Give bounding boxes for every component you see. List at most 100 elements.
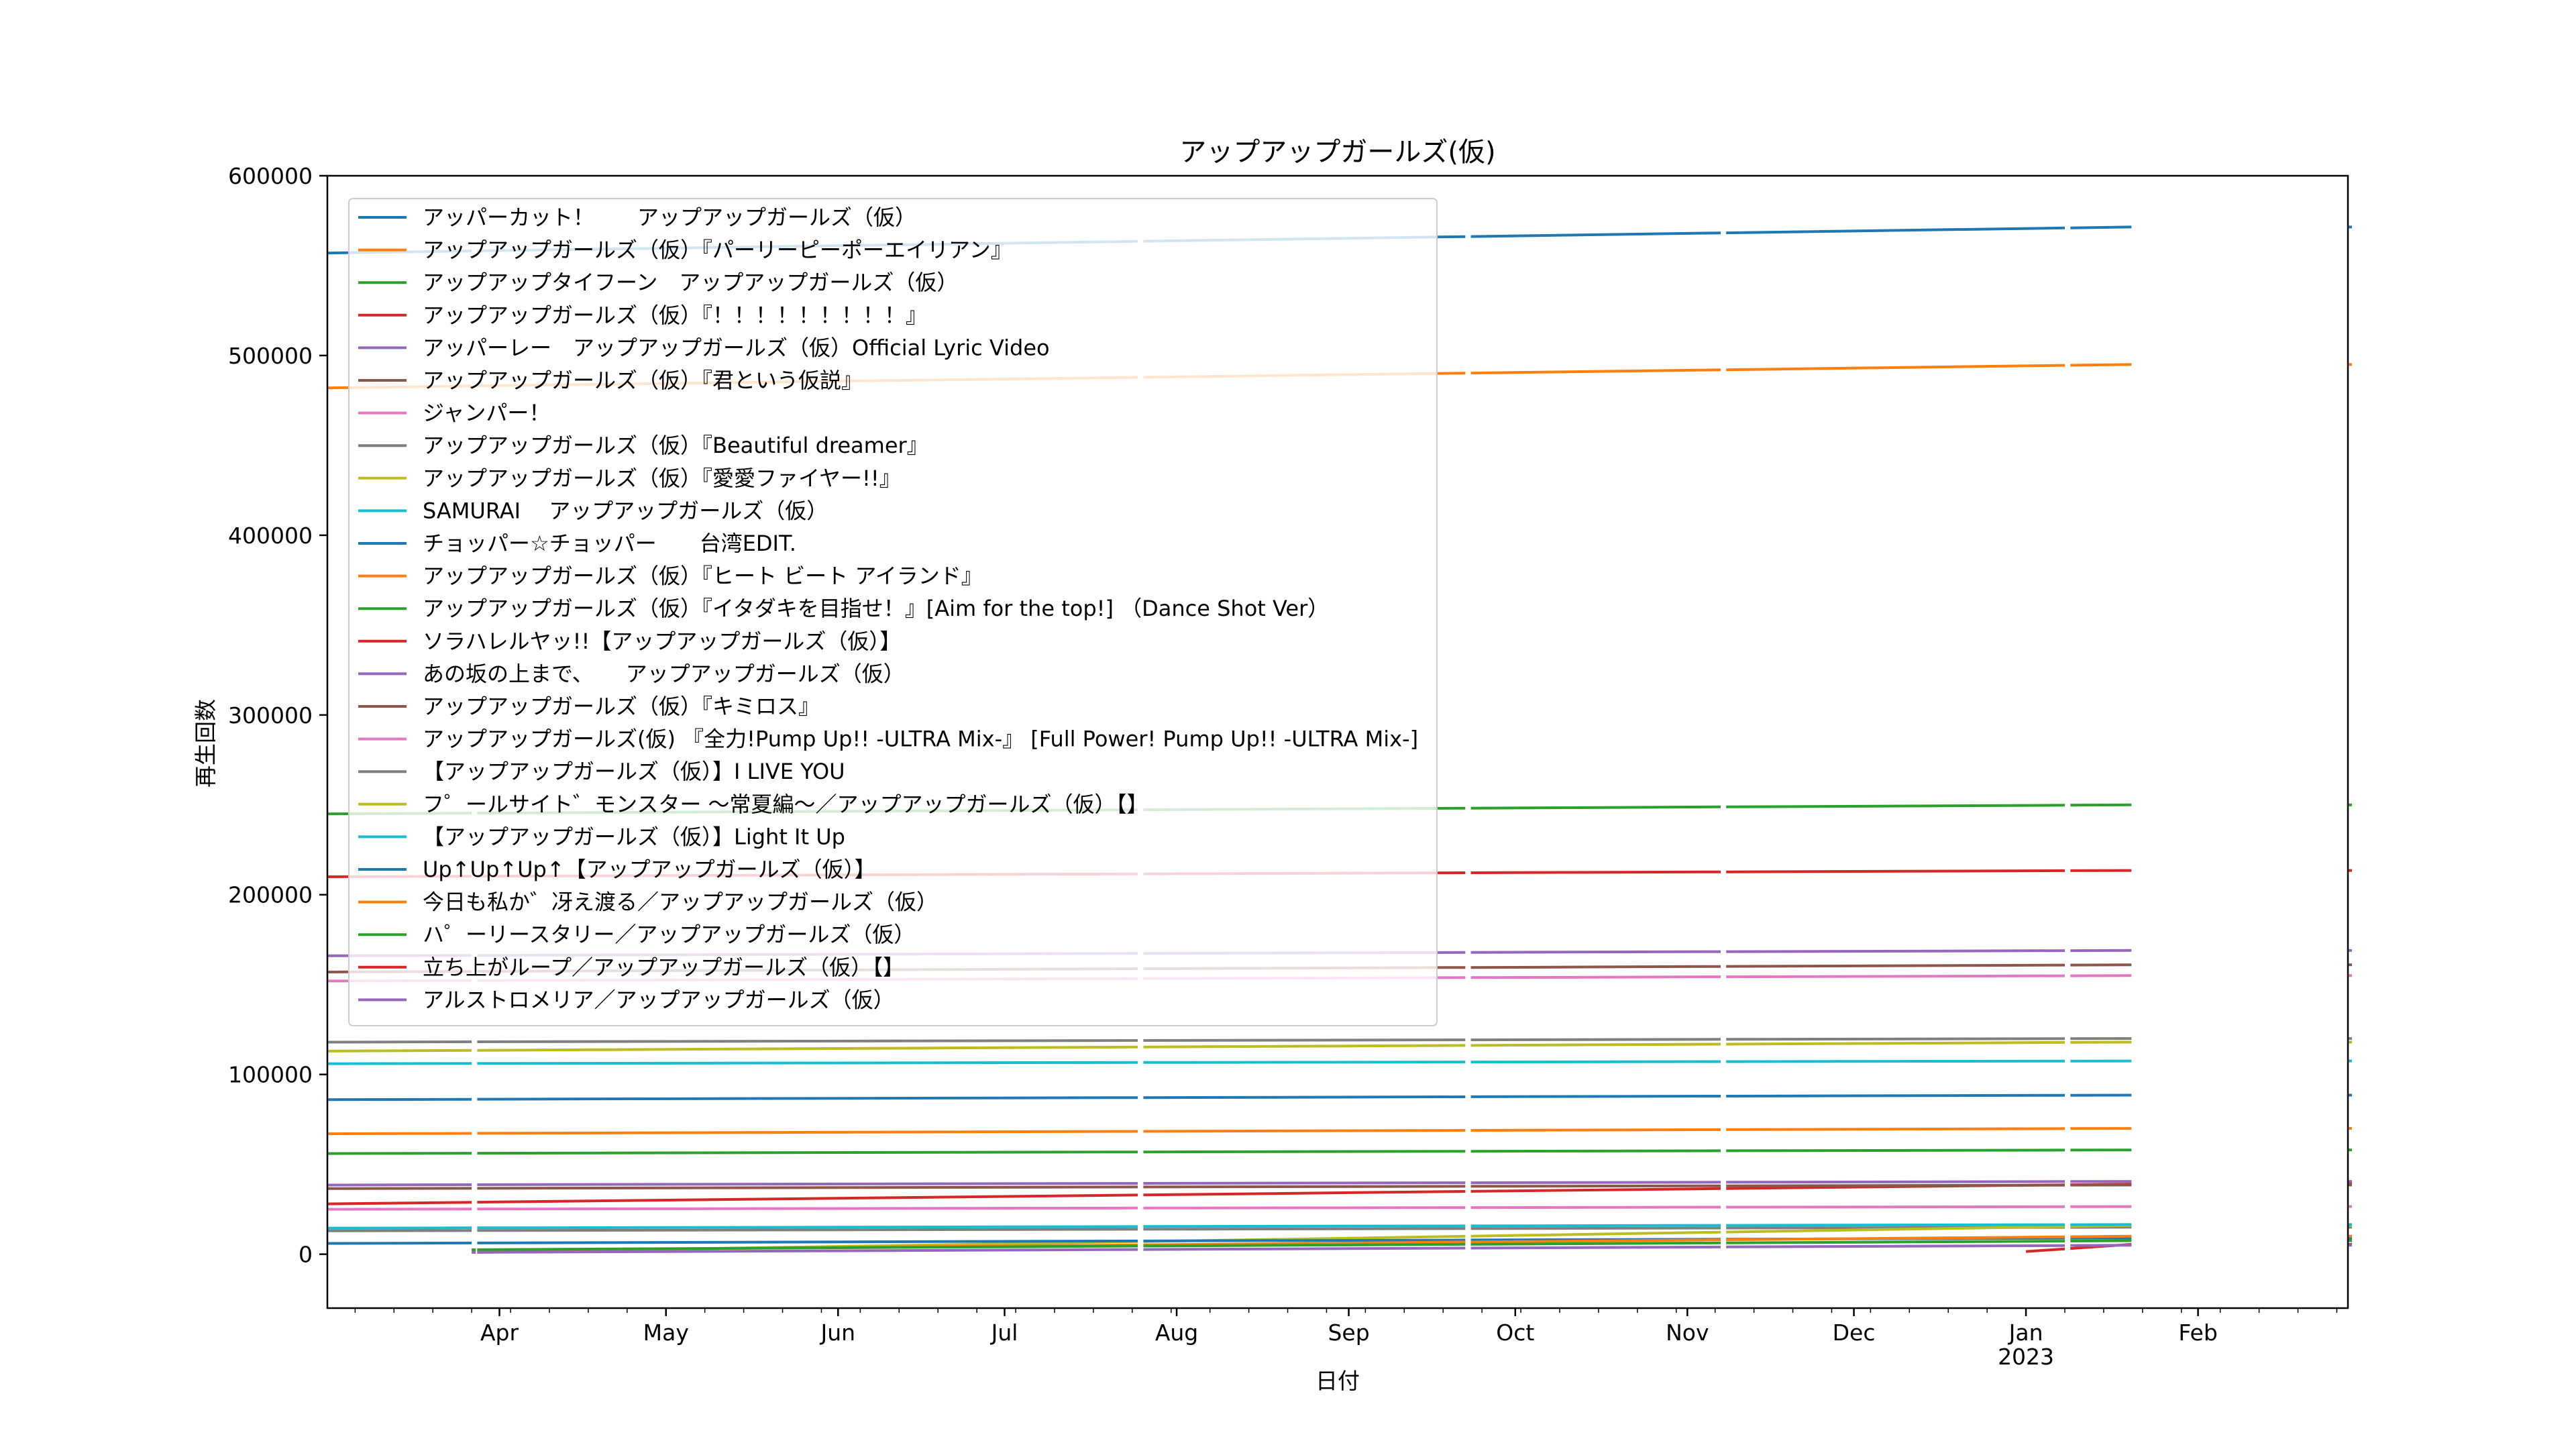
series-20-segment-2 <box>477 1225 1138 1230</box>
series-14-segment-4 <box>1470 1187 1721 1193</box>
x-tick-label: Jun <box>819 1320 855 1346</box>
series-10-segment-4 <box>1470 1060 1721 1064</box>
series-16-segment-4 <box>1470 1184 1721 1188</box>
series-4-segment-4 <box>1470 870 1721 874</box>
series-11 <box>327 1093 2352 1102</box>
legend-label: フ゜ールサイト゛モンスター ～常夏編～／アップアップガールズ（仮）【】 <box>423 792 1148 817</box>
series-22-segment-5 <box>1726 1235 2065 1242</box>
series-16-segment-5 <box>1726 1183 2065 1187</box>
series-14 <box>327 1183 2352 1205</box>
legend-item: ハ゜ーリースタリー／アップアップガールズ（仮） <box>358 922 915 947</box>
legend-item: アップアップガールズ（仮）『君という仮説』 <box>358 368 863 393</box>
series-13 <box>327 1148 2352 1155</box>
series-25-segment-3 <box>1143 1246 1466 1251</box>
series-3-segment-4 <box>1470 805 1721 810</box>
series-10-segment-2 <box>477 1061 1138 1065</box>
legend-label: アップアップガールズ（仮）『愛愛ファイヤー!!』 <box>423 466 901 491</box>
series-10 <box>327 1059 2352 1065</box>
y-tick-label: 400000 <box>228 523 313 549</box>
x-tick-label: Jan <box>2008 1320 2043 1346</box>
series-23-segment-2 <box>477 1244 1138 1251</box>
legend-label: 今日も私か゛冴え渡る／アップアップガールズ（仮） <box>423 890 938 915</box>
series-25 <box>472 1244 2352 1254</box>
series-9-segment-2 <box>477 1045 1138 1052</box>
legend-item: アップアップガールズ（仮）『キミロス』 <box>358 694 820 719</box>
legend-label: アップアップガールズ（仮）『君という仮説』 <box>423 368 863 393</box>
series-20-segment-5 <box>1726 1223 2065 1227</box>
series-20 <box>327 1223 2352 1230</box>
series-2-segment-5 <box>1726 364 2065 372</box>
series-10-segment-3 <box>1143 1061 1466 1064</box>
x-tick-label: Dec <box>1833 1320 1876 1346</box>
series-14-segment-2 <box>477 1193 1138 1204</box>
series-6-segment-5 <box>1726 963 2065 968</box>
series-22-segment-6 <box>2070 1234 2132 1238</box>
series-8-segment-2 <box>477 1039 1138 1043</box>
y-axis-label: 再生回数 <box>193 699 219 788</box>
legend-item: 【アップアップガールズ（仮）】I LIVE YOU <box>358 759 845 784</box>
legend-label: アップアップガールズ（仮）『キミロス』 <box>423 694 820 719</box>
series-11-segment-4 <box>1470 1095 1721 1098</box>
legend-item: ソラハレルヤッ!!【アップアップガールズ（仮）】 <box>358 629 901 654</box>
series-7-segment-5 <box>1726 974 2065 979</box>
series-12-segment-2 <box>477 1130 1138 1135</box>
series-21-segment-1 <box>327 1241 472 1245</box>
legend-label: Up↑Up↑Up↑【アップアップガールズ（仮）】 <box>423 857 876 882</box>
legend-box <box>348 198 1438 1026</box>
series-15 <box>327 1180 2352 1187</box>
series-4-segment-5 <box>1726 869 2065 873</box>
legend-item: アップアップタイフーン アップアップガールズ（仮） <box>358 270 958 295</box>
legend: アッパーカット！ アップアップガールズ（仮） アップアップガールズ（仮）『パーリー… <box>348 198 1438 1026</box>
series-15-segment-5 <box>1726 1180 2065 1184</box>
series-10-segment-5 <box>1726 1059 2065 1063</box>
series-16-segment-3 <box>1143 1185 1466 1189</box>
series-22-segment-4 <box>1470 1238 1721 1244</box>
series-23-segment-6 <box>2070 1239 2132 1242</box>
legend-item: ジャンパー！ <box>358 400 550 426</box>
series-25-segment-5 <box>1726 1244 2065 1248</box>
series-8 <box>327 1037 2352 1044</box>
series-3-segment-5 <box>1726 804 2065 808</box>
legend-label: アップアップガールズ（仮）『パーリーピーポーエイリアン』 <box>423 237 1012 263</box>
legend-label: アッパーカット！ アップアップガールズ（仮） <box>423 205 916 230</box>
x-tick-year-label: 2023 <box>1998 1344 2054 1370</box>
chart-title: アップアップガールズ(仮) <box>1179 137 1495 168</box>
series-9 <box>327 1040 2352 1053</box>
legend-item: SAMURAI アップアップガールズ（仮） <box>358 498 828 523</box>
series-23-segment-4 <box>1470 1241 1721 1246</box>
series-18-segment-3 <box>1143 1227 1466 1231</box>
legend-item: アップアップガールズ(仮) 『全力!Pump Up!! -ULTRA Mix-』… <box>358 727 1418 752</box>
legend-label: 立ち上がループ／アップアップガールズ（仮）【】 <box>423 955 904 980</box>
series-25-segment-2 <box>477 1248 1138 1254</box>
legend-label: あの坂の上まで、 アップアップガールズ（仮） <box>423 661 905 686</box>
legend-item: 【アップアップガールズ（仮）】Light It Up <box>358 824 845 849</box>
legend-item: アルストロメリア／アップアップガールズ（仮） <box>358 987 895 1012</box>
series-12 <box>327 1127 2352 1136</box>
series-23 <box>472 1239 2352 1251</box>
series-11-segment-5 <box>1726 1093 2065 1097</box>
series-9-segment-3 <box>1143 1044 1466 1049</box>
legend-item: アッパーレー アップアップガールズ（仮）Official Lyric Video <box>358 335 1050 360</box>
legend-label: ソラハレルヤッ!!【アップアップガールズ（仮）】 <box>423 629 901 654</box>
y-tick-label: 600000 <box>228 163 313 189</box>
series-13-segment-1 <box>327 1152 472 1155</box>
series-13-segment-2 <box>477 1150 1138 1155</box>
legend-item: 今日も私か゛冴え渡る／アップアップガールズ（仮） <box>358 890 938 915</box>
y-tick-label: 0 <box>299 1242 313 1268</box>
series-9-segment-5 <box>1726 1040 2065 1046</box>
axes-layer: 0 100000 200000 300000 400000 500000 600000 Apr… <box>228 163 2349 1370</box>
series-17-segment-2 <box>477 1206 1138 1211</box>
series-13-segment-3 <box>1143 1150 1466 1154</box>
legend-label: アップアップガールズ（仮）『！！！！！！！！！』 <box>423 303 927 328</box>
series-9-segment-4 <box>1470 1042 1721 1047</box>
legend-item: アップアップガールズ（仮）『イタダキを目指せ！』[Aim for the top… <box>358 596 1329 621</box>
series-25-segment-4 <box>1470 1245 1721 1250</box>
series-23-segment-5 <box>1726 1240 2065 1244</box>
plot-frame <box>326 174 2349 1309</box>
legend-item: フ゜ールサイト゛モンスター ～常夏編～／アップアップガールズ（仮）【】 <box>358 792 1148 817</box>
series-17 <box>327 1205 2352 1211</box>
legend-label: 【アップアップガールズ（仮）】Light It Up <box>423 824 845 849</box>
y-tick-label: 200000 <box>228 882 313 908</box>
legend-label: チョッパー☆チョッパー 台湾EDIT. <box>423 531 796 556</box>
